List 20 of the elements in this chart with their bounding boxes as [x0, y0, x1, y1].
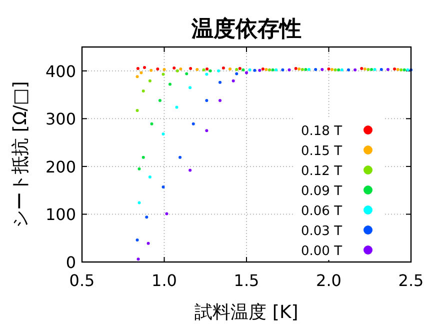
legend-label: 0.15 T: [301, 144, 342, 159]
y-tick-label: 400: [45, 62, 76, 81]
legend-label: 0.00 T: [301, 244, 342, 259]
legend-label: 0.12 T: [301, 164, 342, 179]
x-tick-label: 2.5: [398, 271, 424, 290]
y-tick-label: 200: [45, 157, 76, 176]
y-tick-label: 300: [45, 110, 76, 129]
x-tick-label: 2.0: [316, 271, 342, 290]
chart-title: 温度依存性: [190, 16, 302, 42]
y-axis-title: シート抵抗 [Ω/□]: [10, 81, 31, 228]
y-tick-label: 100: [45, 205, 76, 224]
legend-label: 0.03 T: [301, 224, 342, 239]
x-tick-label: 1.0: [152, 271, 177, 290]
legend-label: 0.09 T: [301, 184, 342, 199]
x-tick-label: 0.5: [69, 271, 95, 290]
x-tick-label: 1.5: [234, 271, 260, 290]
x-axis-title: 試料温度 [K]: [194, 302, 298, 323]
legend-label: 0.18 T: [301, 124, 342, 139]
legend-label: 0.06 T: [301, 204, 342, 219]
y-tick-label: 0: [66, 253, 76, 272]
